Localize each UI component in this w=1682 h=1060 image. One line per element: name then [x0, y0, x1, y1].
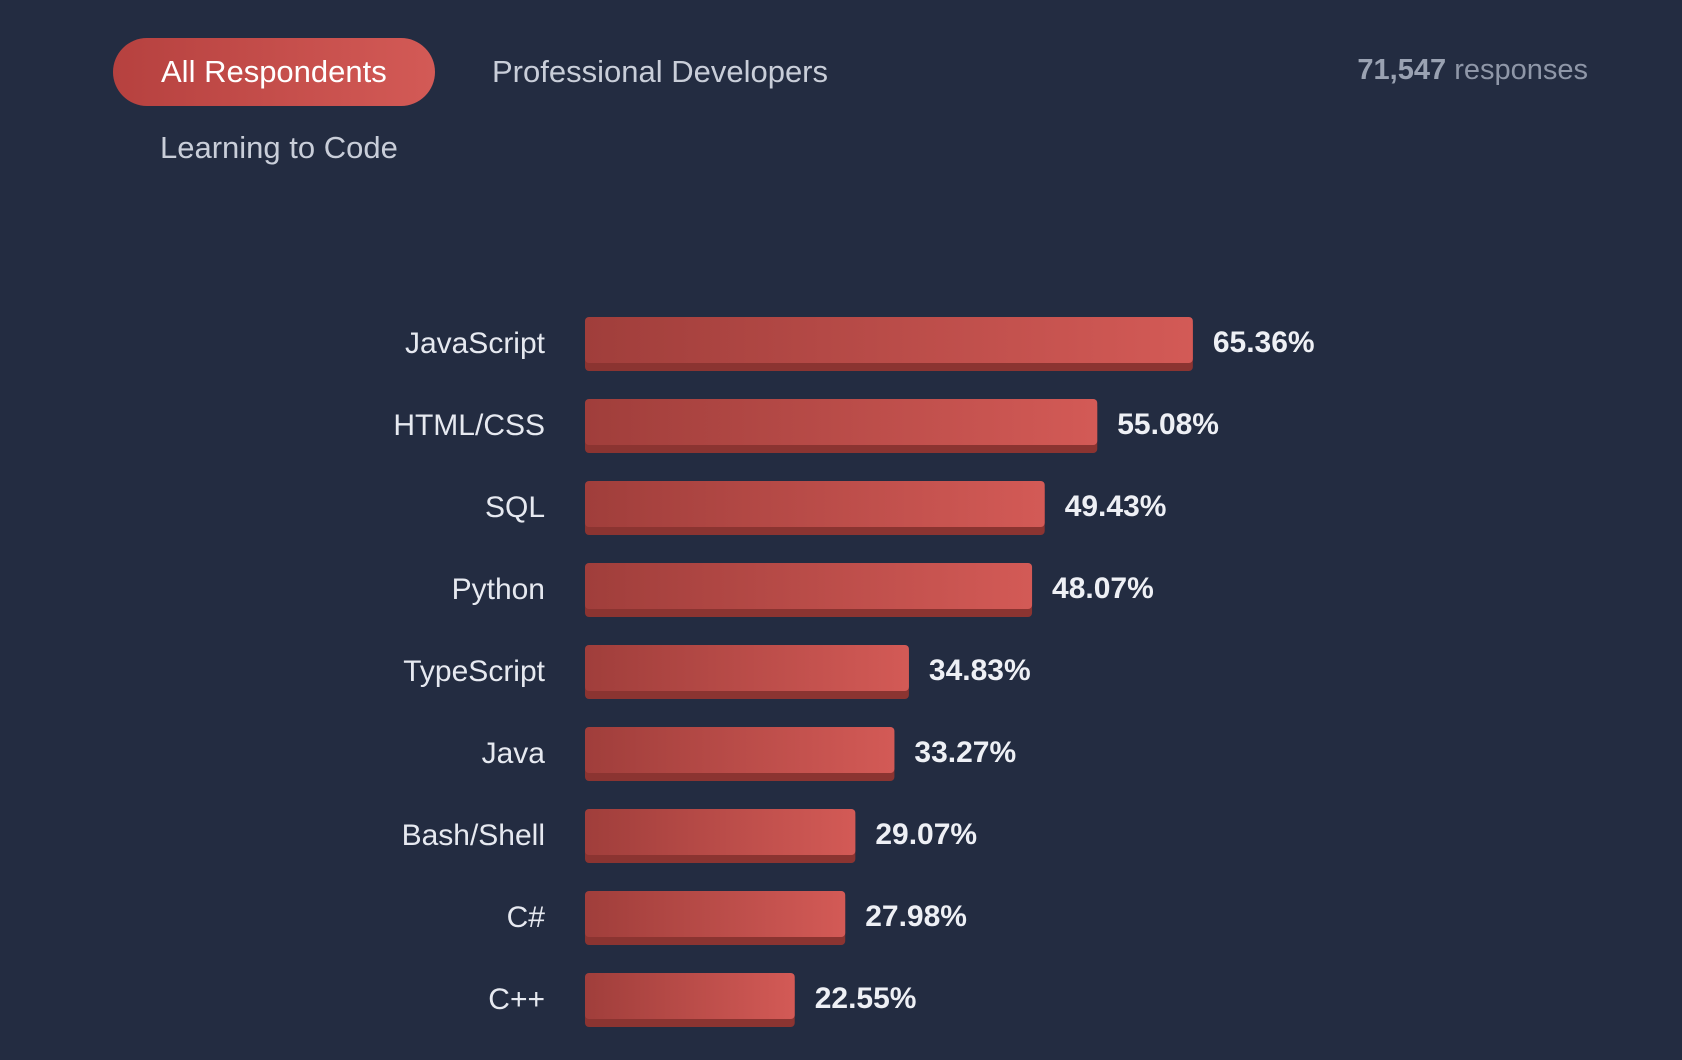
- response-count: 71,547 responses: [1357, 54, 1588, 87]
- bar[interactable]: [585, 399, 1098, 445]
- tab-all-respondents[interactable]: All Respondents: [113, 38, 435, 106]
- category-label: C#: [507, 901, 546, 934]
- bar[interactable]: [585, 809, 856, 855]
- category-label: SQL: [485, 491, 545, 524]
- bar[interactable]: [585, 645, 909, 691]
- bar[interactable]: [585, 891, 846, 937]
- response-count-value: 71,547: [1357, 54, 1447, 86]
- bar[interactable]: [585, 481, 1045, 527]
- category-label: C++: [488, 983, 545, 1016]
- value-label: 29.07%: [875, 818, 977, 851]
- category-label: Java: [482, 737, 546, 770]
- value-label: 33.27%: [914, 736, 1016, 769]
- category-label: Python: [452, 573, 545, 606]
- bar[interactable]: [585, 973, 795, 1019]
- response-count-label: responses: [1454, 54, 1588, 86]
- bar[interactable]: [585, 727, 895, 773]
- tab-professional-developers[interactable]: Professional Developers: [492, 54, 829, 89]
- category-label: TypeScript: [403, 655, 545, 688]
- bar[interactable]: [585, 563, 1033, 609]
- bar[interactable]: [585, 317, 1193, 363]
- value-label: 49.43%: [1065, 490, 1167, 523]
- value-label: 65.36%: [1213, 326, 1315, 359]
- value-label: 27.98%: [865, 900, 967, 933]
- tab-learning-to-code[interactable]: Learning to Code: [160, 130, 398, 165]
- respondent-filter-tabs: All Respondents Professional Developers …: [113, 38, 1593, 178]
- value-label: 34.83%: [929, 654, 1031, 687]
- category-label: Bash/Shell: [402, 819, 545, 852]
- value-label: 22.55%: [815, 982, 917, 1015]
- category-label: HTML/CSS: [393, 409, 545, 442]
- value-label: 48.07%: [1052, 572, 1154, 605]
- value-label: 55.08%: [1117, 408, 1219, 441]
- category-label: JavaScript: [405, 327, 546, 360]
